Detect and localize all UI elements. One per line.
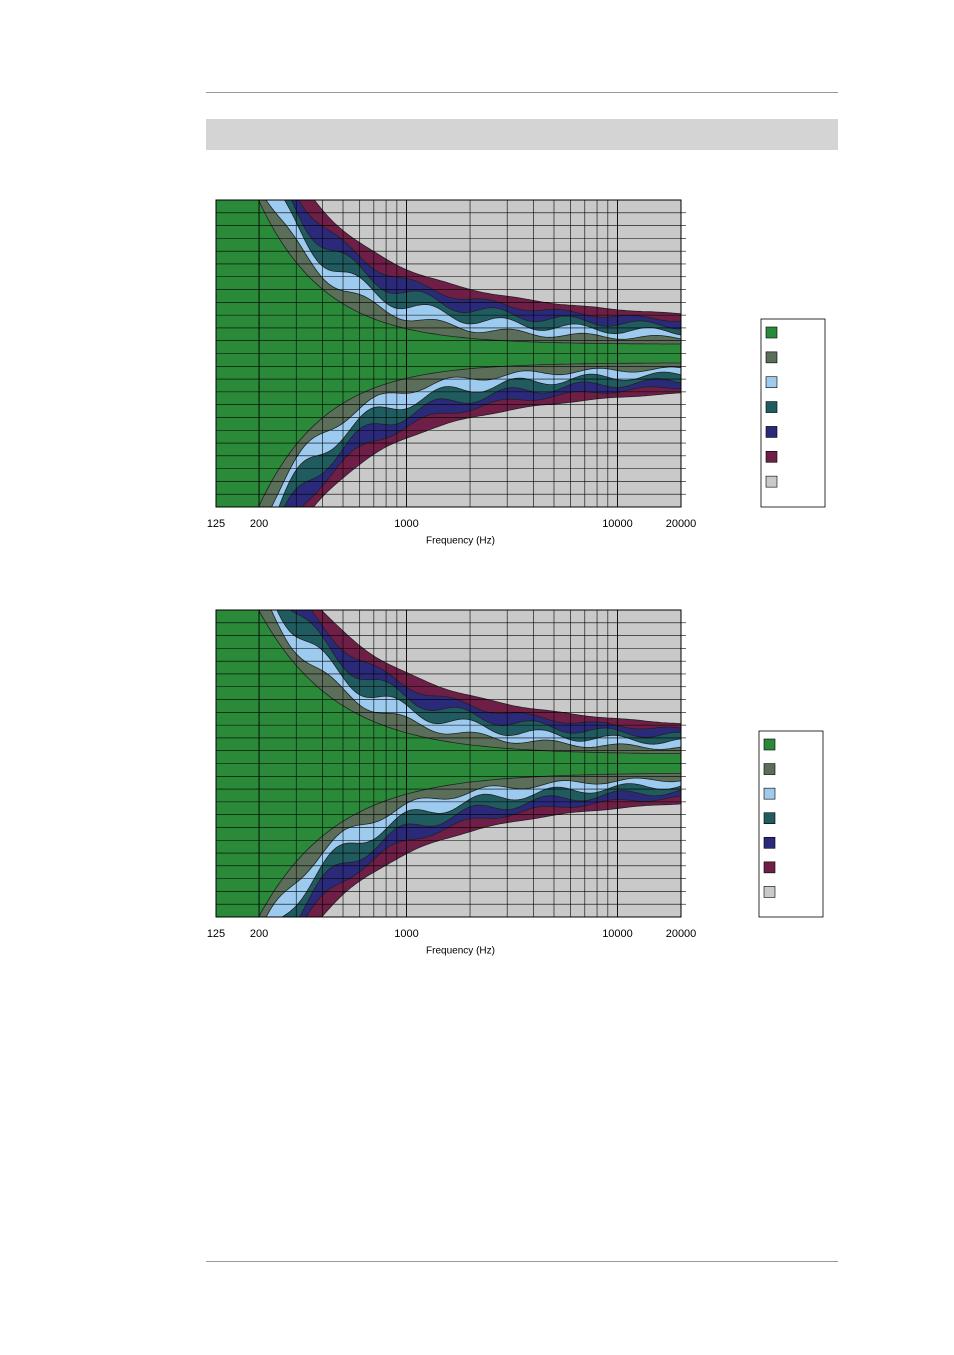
x-axis-label: Frequency (Hz) (426, 946, 495, 957)
legend-swatch (765, 326, 778, 339)
legend-swatch (763, 763, 776, 775)
x-tick-label: 125 (207, 928, 225, 940)
plot-frame (215, 609, 682, 918)
legend-swatch (765, 351, 778, 364)
plot-frame (215, 199, 682, 508)
legend-swatch (763, 836, 776, 849)
x-tick-label: 20000 (666, 928, 697, 940)
legend-swatch (763, 812, 776, 825)
legend-swatch (765, 376, 778, 389)
chart: 125 200 1000 10000 20000 Frequency (Hz) (207, 199, 826, 547)
legend-swatch (763, 861, 776, 874)
section-bar (206, 119, 838, 150)
chart: 125 200 1000 10000 20000 Frequency (Hz) (207, 609, 824, 957)
x-axis-label: Frequency (Hz) (426, 536, 495, 547)
legend-swatch (765, 401, 778, 413)
x-tick-label: 200 (250, 518, 268, 530)
legend-swatch (763, 886, 776, 898)
legend-swatch (763, 738, 776, 751)
legend-swatch (765, 475, 778, 488)
x-tick-label: 10000 (602, 518, 633, 530)
x-tick-label: 20000 (666, 518, 697, 530)
legend-swatch (763, 787, 776, 800)
x-tick-label: 1000 (394, 518, 418, 530)
x-tick-label: 1000 (394, 928, 418, 940)
legend-box (760, 318, 826, 508)
legend-swatch (765, 450, 778, 463)
x-tick-label: 125 (207, 518, 225, 530)
x-tick-label: 10000 (602, 928, 633, 940)
x-tick-label: 200 (250, 928, 268, 940)
legend-swatch (765, 426, 778, 438)
